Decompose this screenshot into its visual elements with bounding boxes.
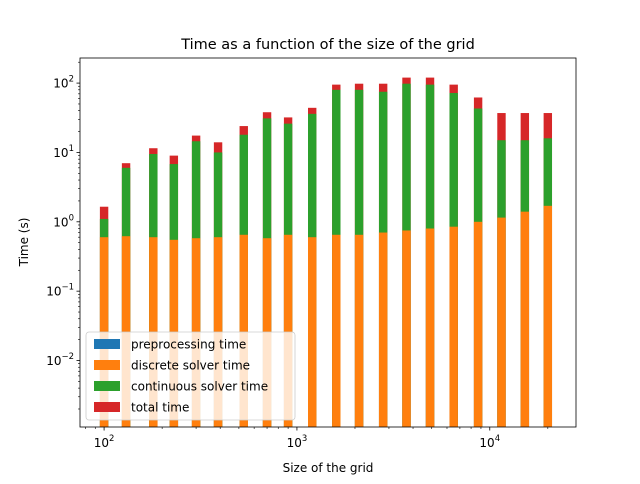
legend-box <box>85 331 296 421</box>
x-axis-label: Size of the grid <box>283 461 374 475</box>
y-tick-label: 100 <box>53 213 74 229</box>
bar-discrete-solver-time <box>308 237 317 427</box>
legend-items: preprocessing time discrete solver time co… <box>94 338 268 415</box>
legend-swatch-total-time <box>94 402 120 412</box>
y-axis: 10−2 10−1 100 101 102 <box>46 61 80 410</box>
legend-label-total-time: total time <box>131 401 189 415</box>
y-tick-label: 10−2 <box>46 352 74 368</box>
bar-discrete-solver-time <box>425 228 435 427</box>
x-tick-label: 103 <box>287 434 308 450</box>
y-tick-label: 101 <box>53 144 74 160</box>
bar-discrete-solver-time <box>449 226 458 427</box>
y-tick-label: 102 <box>53 75 74 91</box>
bar-discrete-solver-time <box>354 234 364 427</box>
bar-discrete-solver-time <box>497 217 506 427</box>
bar-discrete-solver-time <box>520 211 530 427</box>
bar-discrete-solver-time <box>402 230 411 427</box>
x-tick-label: 104 <box>479 434 500 450</box>
bar-discrete-solver-time <box>283 234 293 427</box>
legend-swatch-discrete-solver-time <box>94 360 120 370</box>
legend-swatch-continuous-solver-time <box>94 381 120 391</box>
bar-discrete-solver-time <box>332 234 341 427</box>
chart-title: Time as a function of the size of the gr… <box>180 37 475 53</box>
legend-label-continuous-solver-time: continuous solver time <box>131 380 268 394</box>
y-axis-label: Time (s) <box>17 218 31 268</box>
bar-discrete-solver-time <box>378 232 388 427</box>
legend: preprocessing time discrete solver time co… <box>85 331 296 421</box>
bar-discrete-solver-time <box>543 205 553 427</box>
legend-swatch-preprocessing-time <box>94 339 120 349</box>
bar-discrete-solver-time <box>239 234 248 427</box>
legend-label-discrete-solver-time: discrete solver time <box>131 359 250 373</box>
x-tick-label: 102 <box>94 434 115 450</box>
x-axis: 102 103 104 <box>85 427 549 450</box>
legend-label-preprocessing-time: preprocessing time <box>131 338 246 352</box>
bar-discrete-solver-time <box>473 221 483 427</box>
y-tick-label: 10−1 <box>46 283 74 299</box>
